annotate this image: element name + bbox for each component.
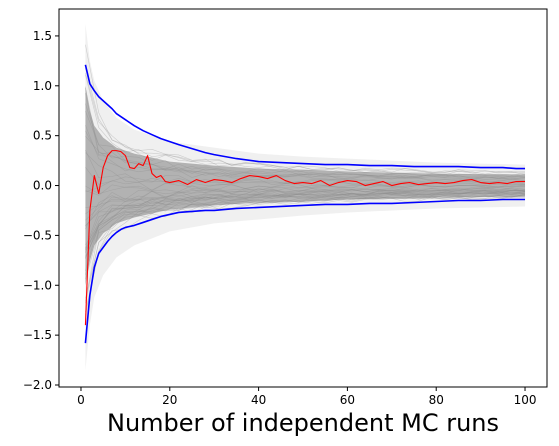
trajectory-line [85,195,526,299]
trajectory-line [85,191,526,257]
trajectory-line [85,125,526,181]
trajectory-line [85,196,526,316]
trajectory-line [85,180,526,193]
example-trajectory-line [84,150,526,326]
series-lines [84,64,526,344]
trajectory-line [85,191,526,246]
y-tick-label: −1.0 [23,278,52,292]
x-axis: 0 20 40 60 80 100 [77,387,536,407]
trajectory-line [85,187,526,215]
upper-envelope-line [84,64,526,170]
trajectory-line [85,44,526,173]
trajectory-line [85,103,526,178]
trajectory-line [85,191,526,259]
trajectory-line [85,190,526,250]
y-tick-label: −0.5 [23,228,52,242]
trajectory-line [85,194,526,280]
x-tick-label: 40 [251,393,266,407]
trajectory-line [85,191,526,271]
y-tick-label: 0.5 [33,129,52,143]
trajectory-line [85,191,526,252]
lower-envelope-line [84,198,526,344]
trajectory-line [85,73,526,174]
y-tick-label: 1.5 [33,29,52,43]
trajectory-line [85,193,526,302]
x-axis-title: Number of independent MC runs [107,409,499,437]
trajectory-line [85,188,526,227]
trajectory-line [85,110,526,178]
x-tick-label: 20 [162,393,177,407]
y-tick-label: 0.0 [33,179,52,193]
trajectory-line [85,87,526,179]
sample-trajectory-band [85,23,526,371]
y-tick-label: −1.5 [23,328,52,342]
x-tick-label: 100 [514,393,537,407]
y-tick-label: 1.0 [33,79,52,93]
y-tick-label: −2.0 [23,378,52,392]
plot-frame [58,8,548,388]
trajectory-line [85,74,526,175]
trajectory-line [85,187,526,221]
trajectory-line [85,186,526,208]
trajectory-line [85,193,526,275]
y-axis: −2.0 −1.5 −1.0 −0.5 0.0 0.5 1.0 1.5 [23,29,59,392]
x-tick-label: 60 [340,393,355,407]
trajectory-line [85,189,526,253]
trajectory-line [85,194,526,304]
x-tick-label: 0 [77,393,85,407]
trajectory-line [85,187,526,230]
trajectory-line [85,152,526,186]
trajectory-line [85,184,526,196]
trajectory-band-inner [85,85,526,286]
trajectory-line [85,93,526,180]
trajectory-line [85,182,526,195]
trajectory-line [85,192,526,259]
trajectory-line [85,68,526,176]
trajectory-line [85,135,526,182]
trajectory-line [85,189,526,226]
trajectory-line [85,130,526,181]
trajectory-line [85,189,526,251]
x-tick-label: 80 [429,393,444,407]
trajectory-line [85,189,526,249]
